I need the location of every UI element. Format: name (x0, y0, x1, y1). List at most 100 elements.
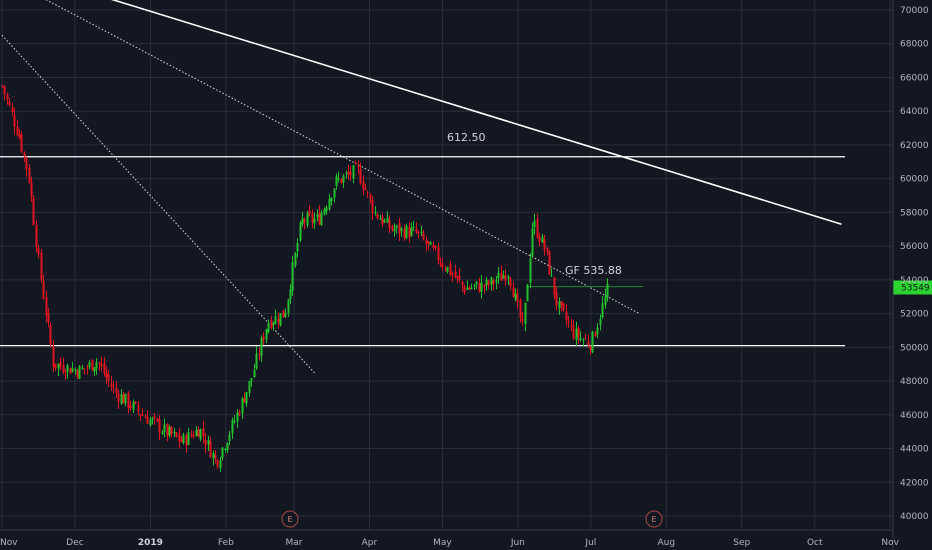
candle-body (400, 227, 403, 232)
candle-body (531, 228, 534, 257)
candle-body (565, 311, 568, 321)
candle-body (374, 211, 377, 214)
candle-body (560, 301, 563, 305)
candle-body (76, 370, 79, 377)
candle-body (480, 282, 483, 292)
candle-body (91, 359, 94, 371)
time-tick-label: Jun (510, 538, 525, 548)
candle-body (279, 313, 282, 326)
candle-body (483, 284, 486, 287)
candle-body (207, 440, 210, 445)
candle-body (369, 194, 372, 199)
candle-body (514, 293, 517, 300)
last-price-tag (893, 280, 932, 295)
candle-body (444, 268, 447, 270)
candle-body (364, 188, 367, 190)
candle-body (115, 388, 118, 393)
earnings-circle[interactable] (281, 510, 299, 528)
candle-body (289, 289, 292, 300)
candle-body (550, 275, 553, 277)
candle-body (463, 285, 466, 293)
candle-body (238, 412, 241, 415)
candle-body (388, 219, 391, 229)
candle-body (383, 219, 386, 222)
candle-body (606, 283, 609, 298)
candle-body (277, 318, 280, 323)
candle-body (604, 296, 607, 306)
candle-body (54, 363, 57, 369)
candle-body (577, 328, 580, 338)
time-tick-label: Oct (807, 538, 823, 548)
candle-body (502, 275, 505, 279)
time-tick-label: Nov (881, 538, 899, 548)
price-tick-label: 64000 (900, 107, 929, 117)
candle-body (320, 212, 323, 225)
candle-body (204, 439, 207, 446)
dotted-upper-trendline[interactable] (34, 0, 640, 315)
candle-body (347, 171, 350, 175)
candle-body (74, 369, 77, 372)
candle-body (95, 362, 98, 369)
candles-layer (1, 84, 609, 473)
price-tick-label: 52000 (900, 310, 929, 320)
candle-body (546, 247, 549, 252)
time-tick-label: Sep (733, 538, 750, 548)
candle-body (521, 318, 524, 322)
candle-body (185, 435, 188, 446)
candle-body (100, 363, 103, 367)
candle-body (107, 374, 110, 381)
candle-body (427, 241, 430, 243)
candle-body (151, 418, 154, 420)
price-axis[interactable]: 40000 42000 44000 46000 48000 50000 52000 54000… (892, 0, 929, 550)
candle-body (274, 315, 277, 324)
candle-body (221, 447, 224, 458)
candle-body (103, 363, 106, 374)
candle-body (20, 134, 23, 152)
candle-body (86, 367, 89, 369)
earnings-marker[interactable]: E (281, 510, 299, 528)
candle-body (313, 218, 316, 224)
candle-body (330, 197, 333, 201)
earnings-letter: E (651, 515, 656, 524)
candle-body (175, 432, 178, 437)
candle-body (47, 313, 50, 323)
earnings-marker[interactable]: E (645, 510, 663, 528)
candle-body (30, 182, 33, 197)
candle-body (144, 416, 147, 418)
time-axis[interactable]: Nov Dec 2019 Feb Mar Apr May Jun Jul Aug Sep Oct Nov (0, 529, 900, 548)
candle-body (575, 328, 578, 340)
candle-body (325, 207, 328, 212)
candle-body (519, 299, 522, 319)
candle-body (153, 415, 156, 418)
candle-body (412, 226, 415, 228)
candle-body (66, 365, 69, 373)
candle-body (342, 175, 345, 183)
candle-body (311, 213, 314, 223)
candle-body (180, 439, 183, 442)
price-tick-label: 44000 (900, 445, 929, 455)
candle-body (40, 252, 43, 280)
candle-body (439, 263, 442, 265)
candle-body (134, 401, 137, 404)
solid-downtrend-trendline[interactable] (9, 0, 842, 225)
price-tick-label: 70000 (900, 6, 929, 16)
price-tick-label: 62000 (900, 141, 929, 151)
candle-body (536, 219, 539, 238)
candle-body (504, 275, 507, 281)
candle-body (216, 459, 219, 467)
candle-body (170, 426, 173, 435)
candle-body (124, 393, 127, 404)
candle-body (303, 219, 306, 223)
dotted-lower-trendline[interactable] (1, 34, 317, 375)
candle-body (265, 329, 268, 340)
candle-body (6, 94, 9, 99)
earnings-circle[interactable] (645, 510, 663, 528)
candle-body (599, 319, 602, 325)
time-tick-label: Mar (286, 538, 303, 548)
candle-body (306, 213, 309, 226)
candle-body (454, 271, 457, 278)
candle-body (589, 346, 592, 351)
candle-body (219, 460, 222, 469)
